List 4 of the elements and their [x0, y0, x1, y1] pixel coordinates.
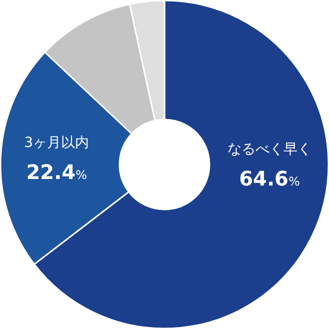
- data-label: 64.6%: [239, 166, 300, 190]
- slice-label: 3ヶ月以内: [24, 135, 90, 152]
- data-label: 22.4%: [26, 160, 88, 184]
- slice-label: なるべく早く: [227, 141, 312, 158]
